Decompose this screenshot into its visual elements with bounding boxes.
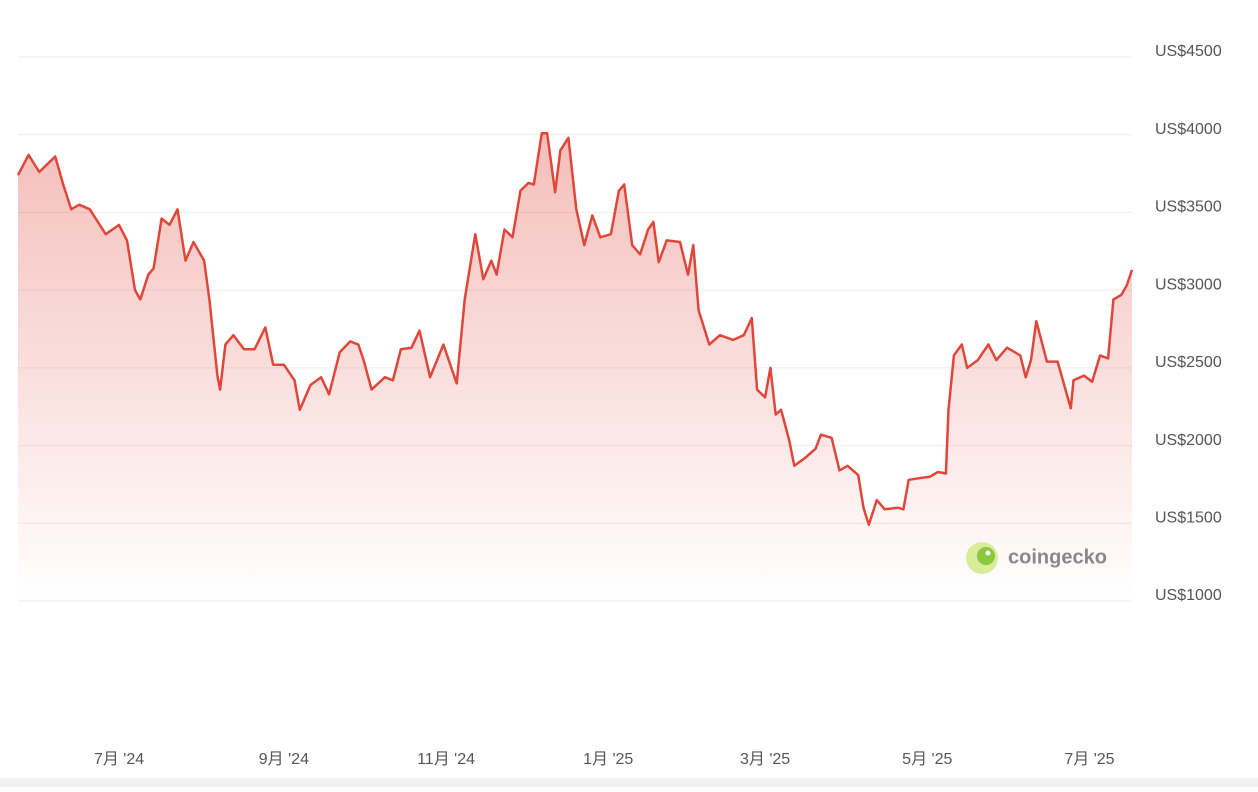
y-tick-label: US$1000: [1155, 587, 1222, 604]
y-tick-label: US$1500: [1155, 510, 1222, 527]
y-tick-label: US$3000: [1155, 276, 1222, 293]
x-tick-label: 7月 '25: [1064, 751, 1114, 768]
x-tick-label: 1月 '25: [583, 751, 633, 768]
y-tick-label: US$3500: [1155, 199, 1222, 216]
watermark-logo: [966, 542, 998, 574]
watermark: coingecko: [1008, 546, 1107, 568]
y-tick-label: US$2000: [1155, 432, 1222, 449]
x-tick-label: 3月 '25: [740, 751, 790, 768]
y-tick-label: US$4000: [1155, 121, 1222, 138]
footer-band: [0, 778, 1258, 787]
x-tick-label: 7月 '24: [94, 751, 144, 768]
y-tick-label: US$4500: [1155, 43, 1222, 60]
area: [18, 133, 1132, 601]
x-tick-label: 9月 '24: [259, 751, 309, 768]
y-tick-label: US$2500: [1155, 354, 1222, 371]
price-line: [16, 131, 1134, 527]
x-tick-label: 11月 '24: [417, 751, 475, 768]
x-tick-label: 5月 '25: [902, 751, 952, 768]
